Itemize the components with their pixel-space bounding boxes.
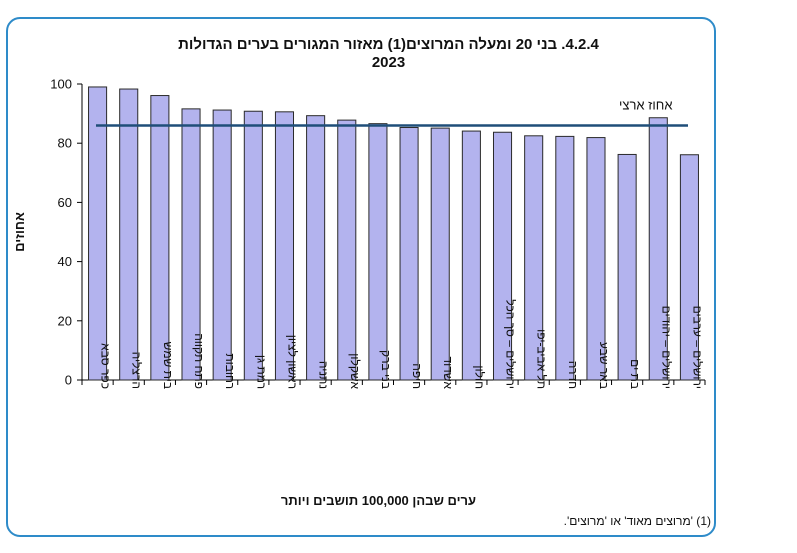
bar [88,86,108,381]
x-category-label: חולון [472,365,486,389]
national-average-label: אחוז ארצי [619,97,672,112]
y-tick-label: 80 [58,136,72,151]
x-category-label: באר שבע [597,342,611,389]
y-tick-label: 60 [58,195,72,210]
bar [368,123,388,381]
bar [274,111,295,381]
y-tick-label: 40 [58,254,72,269]
x-category-label: ירושלים – יהודים [659,306,673,389]
x-axis-title: ערים שבהן 100,000 תושבים ויותר [281,493,476,508]
y-tick-label: 100 [50,77,72,92]
bar [679,154,699,381]
x-category-label: נתניה [317,361,331,389]
bar [181,108,201,381]
x-category-label: בית שמש [161,342,175,389]
x-category-label: אשקלון [348,353,362,389]
bar [399,127,419,381]
chart-title-line2: 2023 [371,54,406,71]
bar [119,88,139,381]
bar [586,137,606,381]
bar [555,135,575,381]
x-category-label: הרצליה [130,352,144,389]
bar [430,127,450,381]
x-category-label: פתח תקווה [192,333,206,389]
x-category-label: כפר סבא [99,343,113,389]
bar [617,153,637,381]
y-axis-title: אחוזים [12,212,27,252]
x-category-label: בת ים [628,359,642,389]
bar [461,130,481,381]
y-tick-label: 20 [58,313,72,328]
bar [524,135,544,381]
bar [648,117,668,381]
bar [212,109,232,381]
bar [337,119,357,381]
x-category-label: חיפה [410,363,424,389]
x-category-label: רמת גן [254,355,268,389]
bar [150,95,170,381]
x-category-label: רחובות [223,353,237,389]
x-category-label: חדרה [566,361,580,389]
x-category-label: תל אביב-יפו [535,329,549,389]
x-category-label: בני ברק [379,350,393,389]
bar [306,115,326,381]
x-category-label: ראשון לציון [285,335,299,389]
x-category-label: אשדוד [441,357,455,390]
x-category-label: ירושלים – ערבים [690,306,704,389]
bar [492,131,513,381]
chart-title-line1: 4.2.4. בני 20 ומעלה המרוצים(1) מאזור המג… [178,36,599,53]
x-category-label: ירושלים – סך הכל [504,299,518,389]
footnote: (1) 'מרוצים מאוד' או 'מרוצים'. [563,514,711,528]
bar [243,110,263,381]
y-tick-label: 0 [65,373,72,388]
